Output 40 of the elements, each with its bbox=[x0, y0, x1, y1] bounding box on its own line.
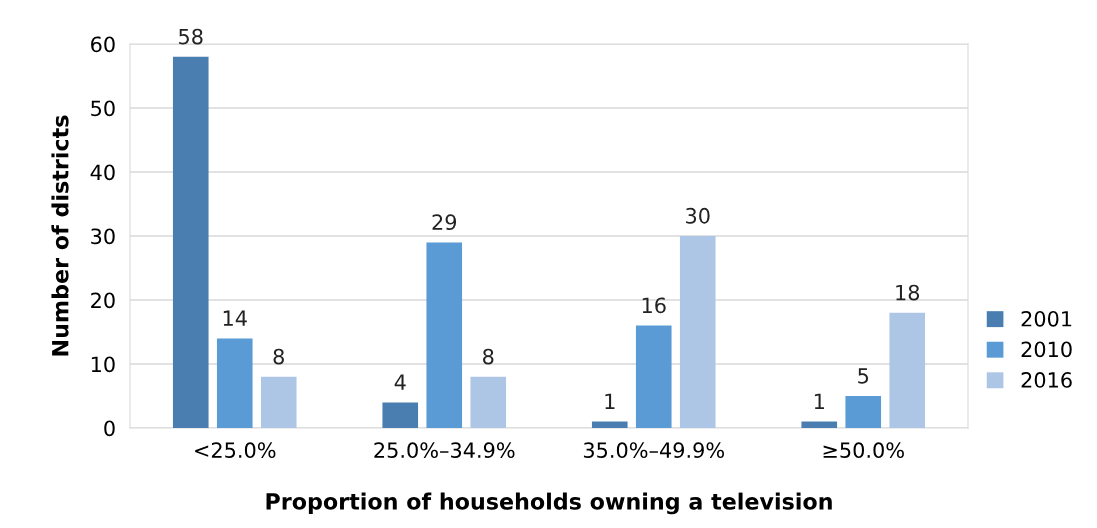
bar bbox=[260, 376, 297, 428]
y-tick-label: 20 bbox=[91, 292, 115, 309]
x-tick-label: 25.0%–34.9% bbox=[374, 442, 515, 459]
data-label: 8 bbox=[483, 348, 494, 365]
y-tick-label: 0 bbox=[104, 420, 115, 437]
bar bbox=[679, 236, 716, 428]
x-tick-label: 35.0%–49.9% bbox=[583, 442, 724, 459]
data-label: 1 bbox=[605, 393, 615, 409]
bar bbox=[426, 242, 463, 428]
legend-label: 2016 bbox=[1021, 372, 1072, 388]
y-tick-label: 30 bbox=[91, 228, 115, 245]
bar bbox=[801, 421, 838, 428]
data-label: 1 bbox=[814, 393, 824, 409]
legend-label: 2001 bbox=[1021, 310, 1072, 327]
data-label: 14 bbox=[223, 310, 247, 326]
y-axis-title: Number of districts bbox=[51, 115, 69, 356]
bar bbox=[216, 338, 253, 428]
legend-label: 2010 bbox=[1021, 341, 1072, 358]
data-label: 4 bbox=[394, 374, 406, 390]
data-label: 16 bbox=[642, 297, 666, 314]
data-label: 18 bbox=[896, 284, 920, 301]
data-label: 8 bbox=[273, 348, 284, 365]
data-label: 30 bbox=[686, 207, 710, 224]
data-label: 29 bbox=[432, 214, 457, 231]
bar bbox=[382, 402, 419, 428]
y-tick-label: 10 bbox=[91, 356, 115, 373]
data-label: 58 bbox=[179, 28, 203, 45]
bar bbox=[172, 56, 209, 428]
bar bbox=[889, 312, 926, 428]
bar bbox=[635, 325, 672, 428]
x-tick-label: <25.0% bbox=[195, 442, 276, 459]
y-tick-label: 60 bbox=[91, 36, 115, 53]
x-axis-title: Proportion of households owning a television bbox=[266, 492, 832, 515]
y-tick-label: 40 bbox=[90, 164, 115, 181]
bar bbox=[470, 376, 507, 428]
bar bbox=[845, 396, 882, 428]
y-tick-label: 50 bbox=[91, 100, 115, 117]
x-tick-label: ≥50.0% bbox=[823, 442, 904, 459]
data-label: 5 bbox=[858, 368, 869, 384]
bar bbox=[591, 421, 628, 428]
